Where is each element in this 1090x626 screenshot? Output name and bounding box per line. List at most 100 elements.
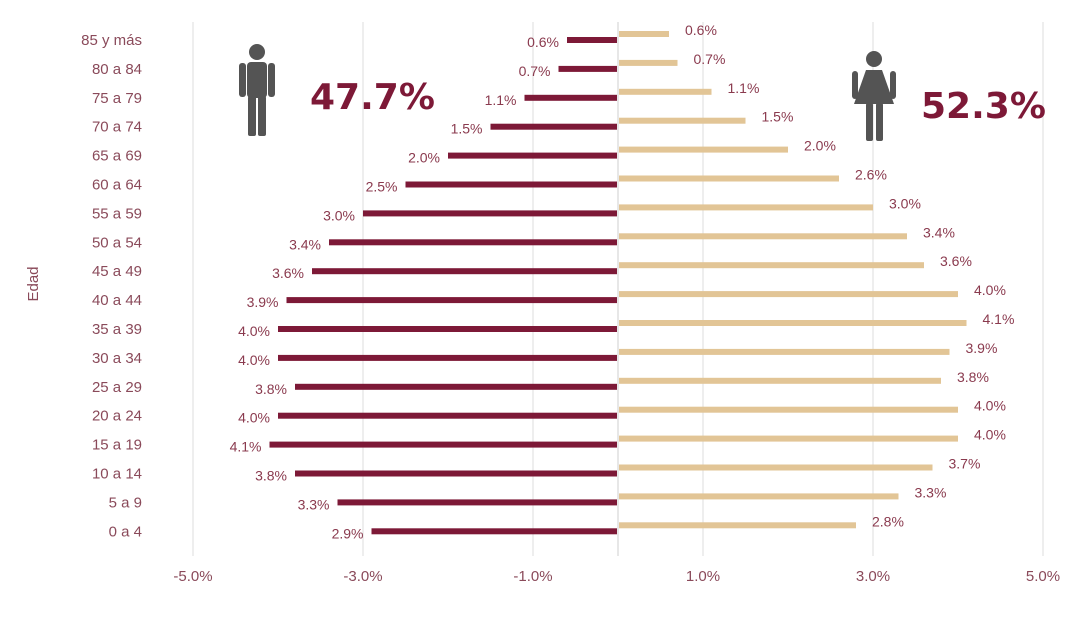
male-value-label: 4.0%	[238, 410, 270, 426]
male-bar	[567, 37, 617, 43]
female-bar	[619, 233, 907, 240]
male-bar	[278, 354, 617, 361]
y-tick-label: 60 a 64	[92, 177, 142, 194]
y-tick-label: 65 a 69	[92, 148, 142, 165]
female-bar	[619, 88, 712, 95]
female-value-label: 3.6%	[940, 253, 972, 269]
y-tick-label: 35 a 39	[92, 321, 142, 338]
x-tick-label: -3.0%	[343, 568, 382, 585]
female-bar	[619, 291, 958, 298]
female-value-label: 2.8%	[872, 513, 904, 529]
male-value-label: 3.0%	[323, 207, 355, 223]
y-tick-label: 40 a 44	[92, 292, 142, 309]
male-value-label: 3.8%	[255, 468, 287, 484]
female-bar	[619, 435, 958, 442]
female-bar	[619, 406, 958, 413]
female-bar	[619, 175, 839, 182]
x-tick-label: -1.0%	[513, 568, 552, 585]
male-value-label: 3.4%	[289, 236, 321, 252]
female-bar	[619, 262, 924, 269]
female-bar	[619, 204, 873, 211]
x-tick-label: 1.0%	[686, 568, 720, 585]
male-value-label: 1.5%	[451, 121, 483, 137]
female-value-label: 0.6%	[685, 22, 717, 38]
male-value-label: 1.1%	[485, 92, 517, 108]
male-bar	[490, 123, 617, 130]
male-bar	[286, 297, 617, 304]
y-tick-label: 0 a 4	[109, 523, 142, 540]
male-value-label: 2.5%	[366, 179, 398, 195]
male-bar	[405, 181, 617, 188]
y-tick-label: 75 a 79	[92, 90, 142, 107]
female-value-label: 3.3%	[915, 484, 947, 500]
female-value-label: 0.7%	[694, 51, 726, 67]
male-value-label: 0.6%	[527, 34, 559, 50]
female-value-label: 4.1%	[983, 311, 1015, 327]
female-value-label: 1.5%	[762, 109, 794, 125]
female-bar	[619, 320, 967, 326]
female-value-label: 3.4%	[923, 224, 955, 240]
female-bar	[619, 464, 933, 471]
male-value-label: 3.6%	[272, 265, 304, 281]
male-bar	[295, 470, 617, 477]
male-bar	[278, 326, 617, 332]
y-tick-label: 5 a 9	[109, 494, 142, 511]
female-bar	[619, 377, 941, 384]
male-value-label: 3.9%	[247, 294, 279, 310]
x-tick-label: -5.0%	[173, 568, 212, 585]
male-bar	[295, 383, 617, 390]
female-bar	[619, 348, 950, 355]
male-value-label: 0.7%	[519, 63, 551, 79]
female-total-label: 52.3%	[921, 86, 1046, 127]
male-bar	[448, 152, 617, 159]
female-value-label: 3.0%	[889, 195, 921, 211]
y-tick-label: 80 a 84	[92, 61, 142, 78]
male-value-label: 4.0%	[238, 323, 270, 339]
female-value-label: 3.7%	[949, 456, 981, 472]
male-bar	[363, 210, 617, 217]
male-value-label: 4.0%	[238, 352, 270, 368]
y-tick-label: 45 a 49	[92, 263, 142, 280]
male-value-label: 3.3%	[298, 496, 330, 512]
male-bar	[524, 94, 617, 101]
male-bar	[337, 499, 617, 506]
y-tick-label: 50 a 54	[92, 234, 142, 251]
male-value-label: 4.1%	[230, 439, 262, 455]
y-tick-label: 30 a 34	[92, 350, 142, 367]
male-bar	[312, 268, 617, 275]
y-tick-label: 70 a 74	[92, 119, 142, 136]
female-value-label: 4.0%	[974, 427, 1006, 443]
y-tick-label: 10 a 14	[92, 466, 142, 483]
female-value-label: 2.6%	[855, 167, 887, 183]
y-tick-label: 85 y más	[81, 32, 142, 49]
female-bar	[619, 493, 899, 500]
female-bar	[619, 59, 678, 66]
y-tick-label: 25 a 29	[92, 379, 142, 396]
female-bar	[619, 146, 788, 153]
y-tick-label: 55 a 59	[92, 205, 142, 222]
male-total-label: 47.7%	[310, 77, 435, 118]
male-value-label: 2.9%	[332, 525, 364, 541]
male-bar	[278, 412, 617, 419]
woman-icon	[852, 51, 896, 141]
male-bar	[269, 441, 617, 448]
x-tick-label: 3.0%	[856, 568, 890, 585]
female-value-label: 3.9%	[966, 340, 998, 356]
female-bar	[619, 522, 856, 529]
y-tick-label: 20 a 24	[92, 408, 142, 425]
man-icon	[239, 44, 275, 136]
y-axis-label: Edad	[25, 266, 42, 301]
female-value-label: 2.0%	[804, 138, 836, 154]
female-bar	[619, 117, 746, 124]
female-value-label: 3.8%	[957, 369, 989, 385]
female-bar	[619, 31, 669, 37]
male-bar	[371, 528, 617, 535]
male-bar	[329, 239, 617, 246]
x-tick-label: 5.0%	[1026, 568, 1060, 585]
female-value-label: 4.0%	[974, 398, 1006, 414]
male-value-label: 2.0%	[408, 150, 440, 166]
y-tick-label: 15 a 19	[92, 437, 142, 454]
female-value-label: 4.0%	[974, 282, 1006, 298]
male-value-label: 3.8%	[255, 381, 287, 397]
